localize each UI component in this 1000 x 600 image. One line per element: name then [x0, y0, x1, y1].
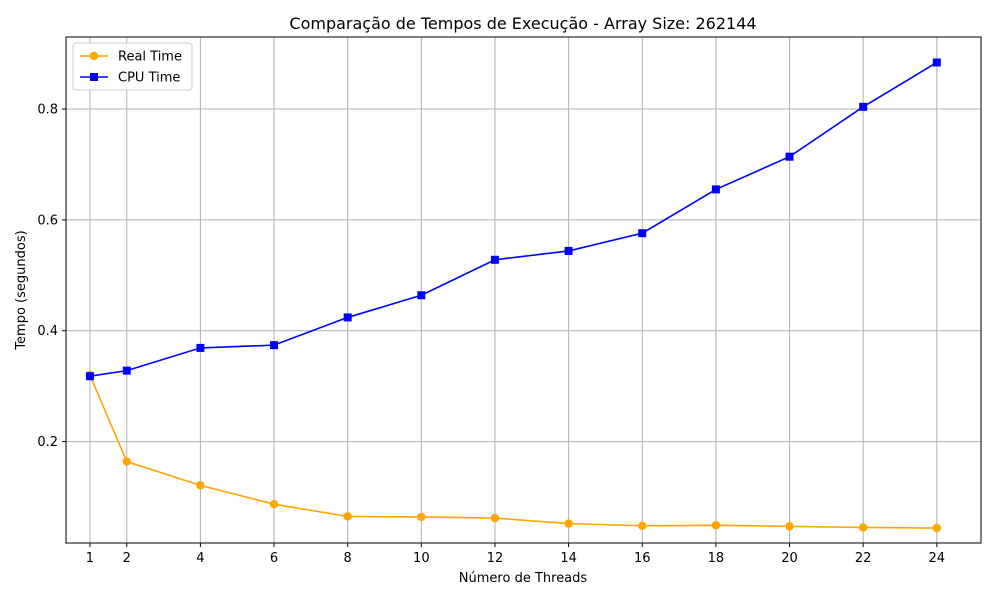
data-point-real-time	[564, 519, 573, 528]
legend: Real Time CPU Time	[72, 42, 193, 91]
data-point-real-time	[343, 512, 352, 521]
data-point-cpu-time	[343, 313, 352, 322]
y-tick-label: 0.2	[37, 435, 58, 450]
data-point-cpu-time	[564, 246, 573, 255]
data-point-cpu-time	[122, 366, 131, 375]
series-real-time	[85, 370, 942, 533]
data-point-cpu-time	[490, 255, 499, 264]
data-point-real-time	[932, 523, 942, 533]
data-point-cpu-time	[785, 152, 794, 161]
x-tick-label: 10	[413, 551, 430, 566]
series-cpu-time	[85, 58, 941, 381]
x-tick-label: 4	[196, 551, 204, 566]
y-tick-label: 0.6	[37, 213, 58, 228]
legend-marker	[89, 51, 99, 61]
data-point-real-time	[269, 500, 279, 509]
data-point-cpu-time	[859, 102, 868, 111]
x-axis-label: Número de Threads	[459, 571, 588, 586]
data-point-cpu-time	[638, 229, 647, 238]
x-tick-label: 16	[634, 551, 651, 566]
data-point-real-time	[196, 481, 205, 490]
data-point-real-time	[122, 457, 131, 466]
legend-marker	[90, 73, 98, 81]
y-tick-label: 0.8	[37, 103, 58, 118]
x-tick-label: 6	[270, 551, 278, 566]
data-point-real-time	[858, 523, 868, 532]
y-axis-label: Tempo (segundos)	[14, 230, 29, 350]
chart-title: Comparação de Tempos de Execução - Array…	[289, 14, 756, 33]
x-tick-label: 22	[855, 551, 872, 566]
x-tick-label: 18	[708, 551, 725, 566]
data-point-cpu-time	[196, 343, 205, 352]
data-point-real-time	[711, 521, 721, 530]
data-point-real-time	[490, 513, 500, 523]
plot-frame	[65, 36, 982, 544]
legend-item-cpu-time: CPU Time	[80, 71, 180, 86]
series-layer	[85, 58, 942, 533]
data-point-real-time	[638, 521, 647, 531]
grid	[66, 37, 981, 543]
data-point-cpu-time	[932, 58, 941, 67]
y-tick-label: 0.4	[37, 324, 58, 339]
x-tick-label: 2	[123, 551, 131, 566]
data-point-cpu-time	[85, 372, 94, 381]
data-point-real-time	[417, 512, 426, 522]
x-tick-label: 12	[487, 551, 504, 566]
data-point-cpu-time	[711, 185, 720, 194]
data-point-cpu-time	[270, 341, 279, 350]
legend-label: CPU Time	[118, 71, 180, 86]
y-axis-ticks: 0.2 0.4 0.6 0.8	[37, 103, 66, 450]
legend-box	[72, 42, 193, 91]
data-point-cpu-time	[417, 291, 426, 300]
legend-label: Real Time	[118, 50, 182, 65]
x-tick-label: 24	[929, 551, 946, 566]
x-tick-label: 8	[344, 551, 352, 566]
legend-item-real-time: Real Time	[80, 50, 182, 65]
x-axis-ticks: 1 2 4 6 8 10 12 14 16 18 20 22 24	[86, 543, 945, 566]
x-tick-label: 14	[560, 551, 577, 566]
x-tick-label: 20	[781, 551, 798, 566]
data-point-real-time	[785, 522, 794, 531]
x-tick-label: 1	[86, 551, 94, 566]
